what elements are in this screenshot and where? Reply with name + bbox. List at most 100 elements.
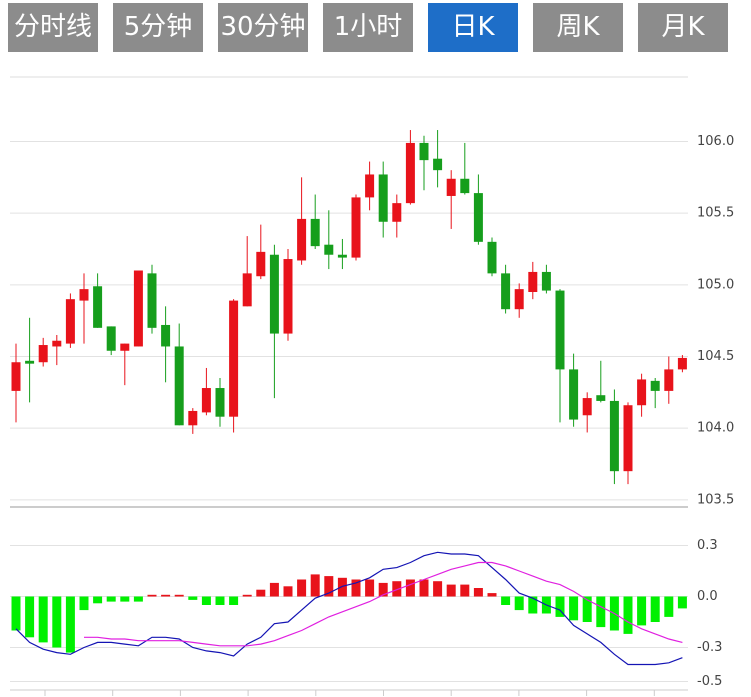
candle-body (188, 410, 198, 426)
candle-body (541, 271, 551, 291)
candle-body (596, 395, 606, 401)
macd-bar (514, 596, 524, 611)
macd-bar (201, 596, 211, 605)
y-tick-label: 104.5 (697, 349, 734, 364)
macd-bar (664, 596, 674, 617)
candle-body (378, 174, 388, 222)
tab[interactable]: 5分钟 (113, 3, 203, 52)
macd-bar (215, 596, 225, 605)
macd-bar (351, 579, 361, 597)
candle-body (93, 286, 103, 328)
candle-body (460, 178, 470, 194)
macd-bar (419, 579, 429, 597)
candle-body (351, 197, 361, 258)
candle-body (623, 405, 633, 472)
macd-bar (637, 596, 647, 626)
y-tick-label: 103.5 (697, 492, 734, 507)
macd-bar (650, 596, 660, 622)
macd-bar (256, 589, 266, 597)
macd-bar (65, 596, 75, 653)
macd-bar (283, 586, 293, 597)
candle-body (161, 324, 171, 347)
macd-line (84, 561, 683, 647)
macd-bar (120, 596, 130, 602)
candle-body (365, 174, 375, 198)
tab[interactable]: 分时线 (8, 3, 98, 52)
candle-body (106, 326, 116, 351)
macd-bar (188, 596, 198, 600)
candle-body (242, 273, 252, 307)
macd-bar (79, 596, 89, 611)
tab[interactable]: 月K (638, 3, 728, 52)
macd-bar (38, 596, 48, 643)
macd-bar (677, 596, 687, 609)
macd-bar (52, 596, 62, 648)
candle-body (38, 345, 48, 363)
candle-body (473, 193, 483, 242)
macd-bar (582, 596, 592, 622)
candle-body (310, 218, 320, 247)
macd-bar (174, 594, 184, 597)
candle-body (664, 369, 674, 391)
candle-body (269, 254, 279, 334)
macd-bar (501, 596, 511, 605)
macd-bar (337, 577, 347, 597)
macd-bar (433, 581, 443, 597)
candle-body (256, 251, 266, 277)
macd-bar (528, 596, 538, 614)
candle-body (419, 142, 429, 161)
candle-body (405, 142, 415, 204)
macd-bar (623, 596, 633, 634)
candle-body (25, 360, 35, 364)
candle-body (120, 343, 130, 351)
tab[interactable]: 1小时 (323, 3, 413, 52)
candle-body (582, 398, 592, 416)
tab[interactable]: 周K (533, 3, 623, 52)
y-tick-label: -0.5 (697, 674, 722, 689)
tab[interactable]: 30分钟 (218, 3, 308, 52)
candle-body (283, 259, 293, 334)
macd-bar (446, 584, 456, 597)
y-tick-label: 106.0 (697, 134, 734, 149)
y-tick-label: 105.5 (697, 206, 734, 221)
macd-bar (365, 579, 375, 597)
candle-body (201, 388, 211, 413)
macd-bar (310, 574, 320, 597)
candle-body (569, 369, 579, 420)
macd-bar (242, 594, 252, 597)
candle-body (650, 380, 660, 391)
candle-body (215, 388, 225, 417)
candle-body (433, 158, 443, 171)
candle-body (501, 273, 511, 310)
y-tick-label: 0.3 (697, 538, 718, 553)
macd-bar (161, 594, 171, 597)
macd-bar (297, 579, 307, 597)
macd-line (15, 551, 683, 666)
candle-body (392, 203, 402, 222)
candle-body (174, 346, 184, 426)
macd-bar (378, 582, 388, 597)
y-tick-label: 104.0 (697, 421, 734, 436)
macd-bar (25, 596, 35, 638)
candle-body (337, 254, 347, 258)
macd-bar (555, 596, 565, 617)
candle-body (677, 357, 687, 370)
macd-bar (324, 576, 334, 597)
macd-bar (229, 596, 239, 605)
candle-body (79, 289, 89, 301)
y-tick-label: -0.3 (697, 640, 722, 655)
y-tick-label: 0.0 (697, 589, 718, 604)
macd-bar (106, 596, 116, 602)
tab[interactable]: 日K (428, 3, 518, 52)
candle-body (637, 379, 647, 406)
candle-body (11, 362, 21, 391)
macd-bar (460, 584, 470, 597)
macd-bar (93, 596, 103, 604)
macd-bar (147, 594, 157, 597)
macd-bar (269, 582, 279, 597)
candle-body (229, 300, 239, 417)
candle-body (52, 340, 62, 347)
candle-body (528, 271, 538, 292)
